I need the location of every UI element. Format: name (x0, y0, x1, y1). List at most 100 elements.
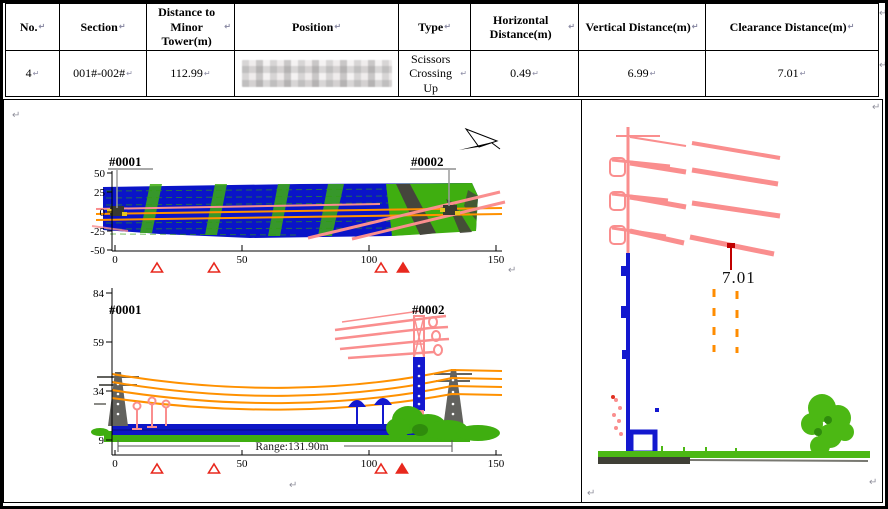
svg-text:84: 84 (93, 288, 105, 300)
clearance-measurement: 7.01 (722, 243, 756, 287)
plan-tower-callouts: #0001 #0002 (108, 154, 456, 208)
svg-text:Range:131.90m: Range:131.90m (255, 441, 328, 453)
header-label: Position (291, 19, 334, 34)
svg-text:0: 0 (112, 254, 118, 266)
paragraph-mark: ↵ (879, 60, 888, 71)
paragraph-mark: ↵ (869, 477, 878, 488)
pink-scatter-near-pole (611, 395, 623, 436)
plan-view-plot: 50 25 0 -25 -50 0 50 100 150 #0001 #0002 (90, 127, 506, 273)
paragraph-mark: ↵ (444, 22, 451, 32)
header-label: Type (418, 19, 444, 34)
paragraph-mark: ↵ (203, 68, 211, 78)
paragraph-mark: ↵ (32, 68, 40, 78)
north-arrow-icon (459, 127, 501, 150)
svg-text:150: 150 (488, 458, 505, 470)
paragraph-mark: ↵ (126, 68, 133, 78)
svg-text:100: 100 (361, 458, 378, 470)
svg-text:50: 50 (94, 168, 106, 180)
plan-marker-triangles (150, 261, 410, 273)
pole-base-box (628, 429, 658, 456)
plan-view-tick-labels: 50 25 0 -25 -50 0 50 100 150 (90, 168, 504, 266)
paragraph-mark: ↵ (460, 68, 467, 78)
paragraph-mark: ↵ (118, 22, 126, 32)
cell-value: 7.01 (777, 66, 799, 81)
col-header-type: Type ↵ (399, 4, 471, 51)
cell-value: 112.99 (170, 66, 203, 81)
header-label: Section (80, 19, 118, 34)
row-cell-position (235, 51, 399, 97)
paragraph-mark: ↵ (12, 110, 21, 121)
plan-view-point-cloud-art (91, 183, 506, 241)
svg-text:100: 100 (361, 254, 378, 266)
side-profile-plot: Range:131.90m 84 59 (91, 288, 505, 474)
small-trees-blue (348, 398, 392, 426)
row-cell-clearance-distance: 7.01 ↵ (706, 51, 879, 97)
col-header-distance-minor-tower: Distance to Minor Tower(m) ↵ (147, 4, 235, 51)
paragraph-mark: ↵ (532, 68, 539, 78)
header-label: Distance to Minor Tower(m) (158, 5, 216, 49)
figure-panel: 50 25 0 -25 -50 0 50 100 150 #0001 #0002 (3, 99, 883, 503)
svg-text:150: 150 (488, 254, 505, 266)
header-label: Horizontal Distance(m) (489, 12, 552, 41)
front-view-ground (598, 446, 870, 464)
row-cell-horizontal-distance: 0.49 ↵ (471, 51, 579, 97)
paragraph-mark: ↵ (879, 8, 888, 19)
svg-text:-50: -50 (90, 245, 105, 257)
col-header-no: No. ↵ (6, 4, 60, 51)
bushes (386, 406, 500, 441)
svg-text:25: 25 (94, 187, 106, 199)
paragraph-mark: ↵ (587, 488, 596, 499)
svg-text:#0002: #0002 (412, 302, 445, 317)
svg-text:0: 0 (112, 458, 118, 470)
paragraph-mark: ↵ (224, 22, 231, 32)
small-trees-pink (132, 396, 171, 430)
svg-text:50: 50 (237, 458, 249, 470)
svg-text:9: 9 (99, 435, 105, 447)
cell-value: 001#-002# (73, 66, 126, 81)
point-cloud-figures: 50 25 0 -25 -50 0 50 100 150 #0001 #0002 (90, 127, 870, 474)
col-header-section: Section ↵ (60, 4, 147, 51)
col-header-position: Position ↵ (235, 4, 399, 51)
profile-tower-2 (434, 369, 472, 428)
tree (801, 394, 854, 456)
range-dimension: Range:131.90m (117, 440, 453, 453)
svg-text:34: 34 (93, 386, 105, 398)
cell-value: 4 (25, 66, 32, 81)
row-cell-vertical-distance: 6.99 ↵ (579, 51, 706, 97)
redacted-position-mosaic (241, 60, 392, 87)
cell-value: Scissors Crossing Up (409, 51, 452, 95)
paragraph-mark: ↵ (568, 22, 575, 32)
header-label: No. (19, 19, 38, 34)
row-cell-no: 4 ↵ (6, 51, 60, 97)
profile-tower-labels: #0001 #0002 (109, 302, 445, 317)
front-view-pole-pink (609, 127, 781, 257)
paragraph-mark: ↵ (799, 68, 807, 78)
crossing-table: No. ↵ Section ↵ Distance to Minor Tower(m)… (5, 3, 879, 97)
header-label: Vertical Distance(m) (585, 19, 691, 34)
svg-text:7.01: 7.01 (722, 268, 756, 287)
svg-text:59: 59 (93, 337, 105, 349)
orange-conductors (111, 368, 503, 411)
svg-text:#0002: #0002 (411, 154, 444, 169)
plan-tower-1 (107, 206, 127, 216)
plan-tower-2 (440, 205, 460, 215)
svg-text:-25: -25 (90, 226, 105, 238)
front-view-plot: 7.01 (598, 127, 870, 464)
paragraph-mark: ↵ (691, 22, 699, 32)
svg-text:50: 50 (237, 254, 249, 266)
side-profile-tick-labels: 84 59 34 9 0 50 100 150 (93, 288, 505, 470)
svg-text:#0001: #0001 (109, 302, 142, 317)
col-header-vertical-distance: Vertical Distance(m) ↵ (579, 4, 706, 51)
row-cell-type: Scissors Crossing Up ↵ (399, 51, 471, 97)
paragraph-mark: ↵ (289, 480, 298, 491)
figure-cell-divider (581, 100, 582, 502)
plan-view-axes (107, 171, 502, 252)
front-view-pole-blue (621, 253, 659, 452)
cell-value: 0.49 (510, 66, 532, 81)
side-profile-axes (106, 288, 502, 456)
col-header-horizontal-distance: Horizontal Distance(m) ↵ (471, 4, 579, 51)
crossing-line-pink (334, 310, 450, 360)
paragraph-mark: ↵ (334, 22, 342, 32)
orange-dashed-markers (712, 289, 739, 353)
